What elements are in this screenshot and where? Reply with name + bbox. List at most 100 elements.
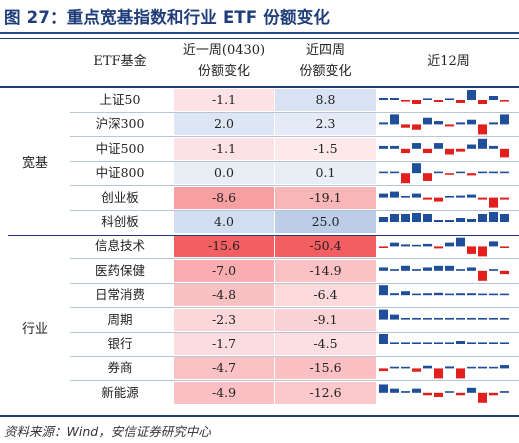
sparkline-bar bbox=[401, 214, 410, 222]
sparkline-bar bbox=[456, 148, 465, 152]
sparkline-bar bbox=[445, 342, 454, 344]
sparkline-bar bbox=[489, 293, 498, 296]
sparkline-bar bbox=[456, 122, 465, 125]
sparkline-bar bbox=[379, 309, 388, 320]
week1-change-cell: -1.7 bbox=[174, 333, 274, 355]
sparkline-bar bbox=[445, 242, 454, 247]
sparkline-bar bbox=[390, 314, 399, 320]
sparkline-bar bbox=[478, 366, 487, 369]
sparkline-bar bbox=[500, 214, 509, 222]
figure-title: 图 27：重点宽基指数和行业 ETF 份额变化 bbox=[4, 8, 331, 27]
sparkline-bar bbox=[434, 392, 443, 397]
sparkline-bar bbox=[500, 270, 509, 275]
sparkline-bar bbox=[478, 392, 487, 403]
fund-header: ETF基金 bbox=[93, 54, 147, 69]
week4-change-cell: 8.8 bbox=[275, 89, 376, 111]
sparkline-bar bbox=[445, 391, 454, 393]
week4-change-cell: 0.1 bbox=[275, 162, 376, 185]
sparkline-bar bbox=[456, 171, 465, 174]
sparkline-bar bbox=[467, 144, 476, 149]
fund-name: 日常消费 bbox=[94, 287, 145, 303]
sparkline-bar bbox=[401, 148, 410, 154]
sparkline-bar bbox=[434, 220, 443, 222]
sparkline-bar bbox=[379, 384, 388, 393]
sparkline-bar bbox=[412, 318, 421, 320]
fund-name: 沪深300 bbox=[95, 116, 145, 132]
week4-header-line2: 份额变化 bbox=[299, 64, 352, 79]
sparkline-bar bbox=[412, 368, 421, 372]
sparkline-bar bbox=[390, 191, 399, 198]
sparkline-bar bbox=[379, 368, 388, 372]
sparkline-bar bbox=[500, 318, 509, 320]
sparkline-bar bbox=[412, 269, 421, 271]
week4-change-cell: 2.3 bbox=[275, 113, 376, 136]
sparkline-bar bbox=[423, 214, 432, 222]
sparkline-bar bbox=[467, 342, 476, 344]
sparkline-bar bbox=[401, 124, 410, 128]
week12-header: 近12周 bbox=[427, 54, 470, 69]
week1-change-cell: 4.0 bbox=[174, 211, 274, 233]
sparkline-bar bbox=[489, 197, 498, 208]
sparkline-bar bbox=[456, 100, 465, 103]
sparkline-bar bbox=[478, 214, 487, 222]
sparkline-bar bbox=[379, 217, 388, 222]
sparkline-bar bbox=[434, 171, 443, 174]
sparkline-bar bbox=[401, 196, 410, 198]
sparkline-bar bbox=[478, 124, 487, 135]
sparkline-bar bbox=[423, 148, 432, 154]
week4-change-cell: -4.5 bbox=[275, 333, 376, 355]
sparkline-bar bbox=[478, 293, 487, 296]
source-note: 资料来源：Wind，安信证券研究中心 bbox=[4, 424, 211, 439]
sparkline-bar bbox=[412, 213, 421, 222]
sparkline-bar bbox=[478, 342, 487, 344]
sparkline-bar bbox=[434, 292, 443, 296]
sparkline-bar bbox=[379, 267, 388, 271]
row-divider bbox=[70, 185, 519, 187]
fund-name: 创业板 bbox=[101, 189, 139, 205]
sparkline-bar bbox=[434, 265, 443, 271]
fund-name: 周期 bbox=[107, 311, 133, 327]
table-row: 沪深300 2.0 2.3 bbox=[0, 112, 519, 138]
week1-change-cell: -4.9 bbox=[174, 381, 274, 404]
week4-change-cell: 25.0 bbox=[275, 211, 376, 233]
sparkline-bar bbox=[467, 318, 476, 320]
sparkline-bar bbox=[500, 293, 509, 296]
sparkline-bar bbox=[401, 173, 410, 184]
table-row: 中证800 0.0 0.1 bbox=[0, 161, 519, 187]
table-row: 上证50 -1.1 8.8 bbox=[0, 88, 519, 113]
table-row: 信息技术 -15.6 -50.4 bbox=[0, 234, 519, 260]
sparkline-bar bbox=[423, 173, 432, 181]
sparkline-bar bbox=[379, 171, 388, 174]
sparkline-bar bbox=[467, 267, 476, 271]
sparkline-bar bbox=[467, 90, 476, 100]
sparkline-bar bbox=[445, 148, 454, 155]
sparkline-bar bbox=[434, 342, 443, 344]
sparkline-bar bbox=[445, 318, 454, 320]
sparkline-bar bbox=[390, 171, 399, 174]
sparkline-bar bbox=[434, 197, 443, 202]
sparkline-bar bbox=[500, 114, 509, 125]
week4-change-cell: -50.4 bbox=[275, 235, 376, 258]
sparkline-bar bbox=[445, 265, 454, 271]
sparkline-bar bbox=[390, 242, 399, 247]
fund-name: 新能源 bbox=[101, 384, 139, 400]
sparkline-bar bbox=[467, 387, 476, 393]
week1-change-cell: -4.8 bbox=[174, 284, 274, 307]
row-divider bbox=[70, 258, 519, 260]
title-rule bbox=[0, 32, 519, 34]
sparkline-bar bbox=[445, 124, 454, 127]
sparkline-bar bbox=[500, 148, 509, 158]
sparkline-bar bbox=[467, 119, 476, 125]
sparkline-bar bbox=[467, 194, 476, 198]
sparkline-bar bbox=[401, 318, 410, 320]
sparkline-bar bbox=[489, 145, 498, 149]
sparkline-bar bbox=[445, 220, 454, 222]
sparkline-bar bbox=[401, 391, 410, 393]
sparkline-bar bbox=[423, 318, 432, 320]
sparkline-bar bbox=[412, 163, 421, 174]
sparkline-bar bbox=[434, 121, 443, 125]
sparkline-bar bbox=[456, 218, 465, 222]
sparkline-bar bbox=[423, 267, 432, 271]
fund-name: 中证500 bbox=[95, 140, 145, 156]
